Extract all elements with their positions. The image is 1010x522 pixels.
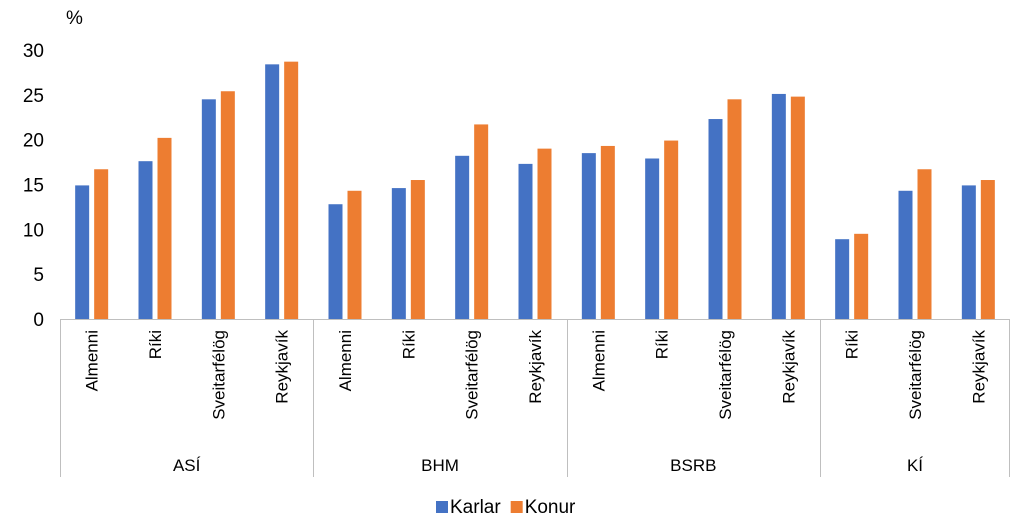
x-tick-label: Sveitarfélög (906, 330, 925, 420)
bar-karlar-4 (265, 64, 280, 319)
legend: Karlar Konur (436, 497, 576, 518)
bar-konur-12 (790, 96, 805, 319)
x-tick-label: Almenni (83, 330, 102, 391)
x-tick-label: Reykjavík (969, 330, 988, 404)
bar-karlar-13 (835, 239, 850, 319)
bar-konur-1 (94, 169, 109, 319)
group-label: BHM (421, 456, 459, 475)
bar-konur-13 (854, 233, 869, 319)
bar-konur-9 (600, 145, 615, 319)
bar-konur-2 (157, 137, 172, 319)
x-tick-label: Ríki (653, 330, 672, 359)
bar-karlar-5 (328, 204, 343, 319)
legend-label-konur: Konur (525, 497, 576, 518)
bar-karlar-15 (961, 185, 976, 319)
group-label: ASÍ (173, 456, 201, 475)
bar-karlar-6 (391, 188, 406, 319)
bars (75, 61, 995, 319)
bar-karlar-8 (518, 163, 533, 319)
bar-karlar-3 (201, 99, 216, 319)
y-axis-unit-label: % (66, 8, 83, 29)
bar-karlar-1 (75, 185, 90, 319)
x-tick-label: Reykjavík (779, 330, 798, 404)
legend-swatch-konur (510, 501, 523, 513)
y-tick-label: 20 (23, 131, 44, 152)
bar-konur-14 (917, 169, 932, 319)
bar-konur-4 (284, 61, 299, 319)
y-tick-label: 15 (23, 176, 44, 197)
y-tick-label: 5 (33, 265, 44, 286)
y-tick-label: 0 (33, 310, 44, 331)
bar-konur-7 (474, 124, 489, 319)
y-tick-label: 10 (23, 220, 44, 241)
bar-konur-10 (664, 140, 679, 319)
x-tick-label: Sveitarfélög (463, 330, 482, 420)
bar-karlar-12 (771, 93, 786, 319)
bar-konur-15 (980, 180, 995, 319)
bar-karlar-2 (138, 161, 153, 319)
x-tick-label: Reykjavík (273, 330, 292, 404)
bar-karlar-14 (898, 190, 913, 319)
x-tick-label: Almenni (336, 330, 355, 391)
legend-label-karlar: Karlar (450, 497, 501, 518)
y-tick-label: 30 (23, 41, 44, 62)
bar-karlar-11 (708, 119, 723, 319)
bar-karlar-9 (581, 153, 596, 319)
legend-swatch-karlar (436, 501, 448, 513)
bar-konur-5 (347, 190, 362, 319)
x-tick-label: Ríki (146, 330, 165, 359)
bar-konur-3 (220, 91, 235, 319)
bar-karlar-10 (645, 158, 660, 319)
x-axis: Almenni Ríki Sveitarfélög Reykjavík Almenni R… (60, 319, 1010, 477)
y-axis: 0 5 10 15 20 25 30 (23, 41, 44, 331)
group-label: KÍ (907, 456, 923, 475)
bar-konur-6 (410, 180, 425, 319)
x-tick-label: Ríki (399, 330, 418, 359)
x-tick-label: Sveitarfélög (716, 330, 735, 420)
bar-konur-11 (727, 99, 742, 319)
x-tick-label: Almenni (589, 330, 608, 391)
bar-karlar-7 (455, 155, 470, 319)
group-label: BSRB (670, 456, 716, 475)
bar-konur-8 (537, 148, 552, 319)
x-tick-label: Reykjavík (526, 330, 545, 404)
x-tick-label: Ríki (843, 330, 862, 359)
x-tick-label: Sveitarfélög (209, 330, 228, 420)
y-tick-label: 25 (23, 86, 44, 107)
